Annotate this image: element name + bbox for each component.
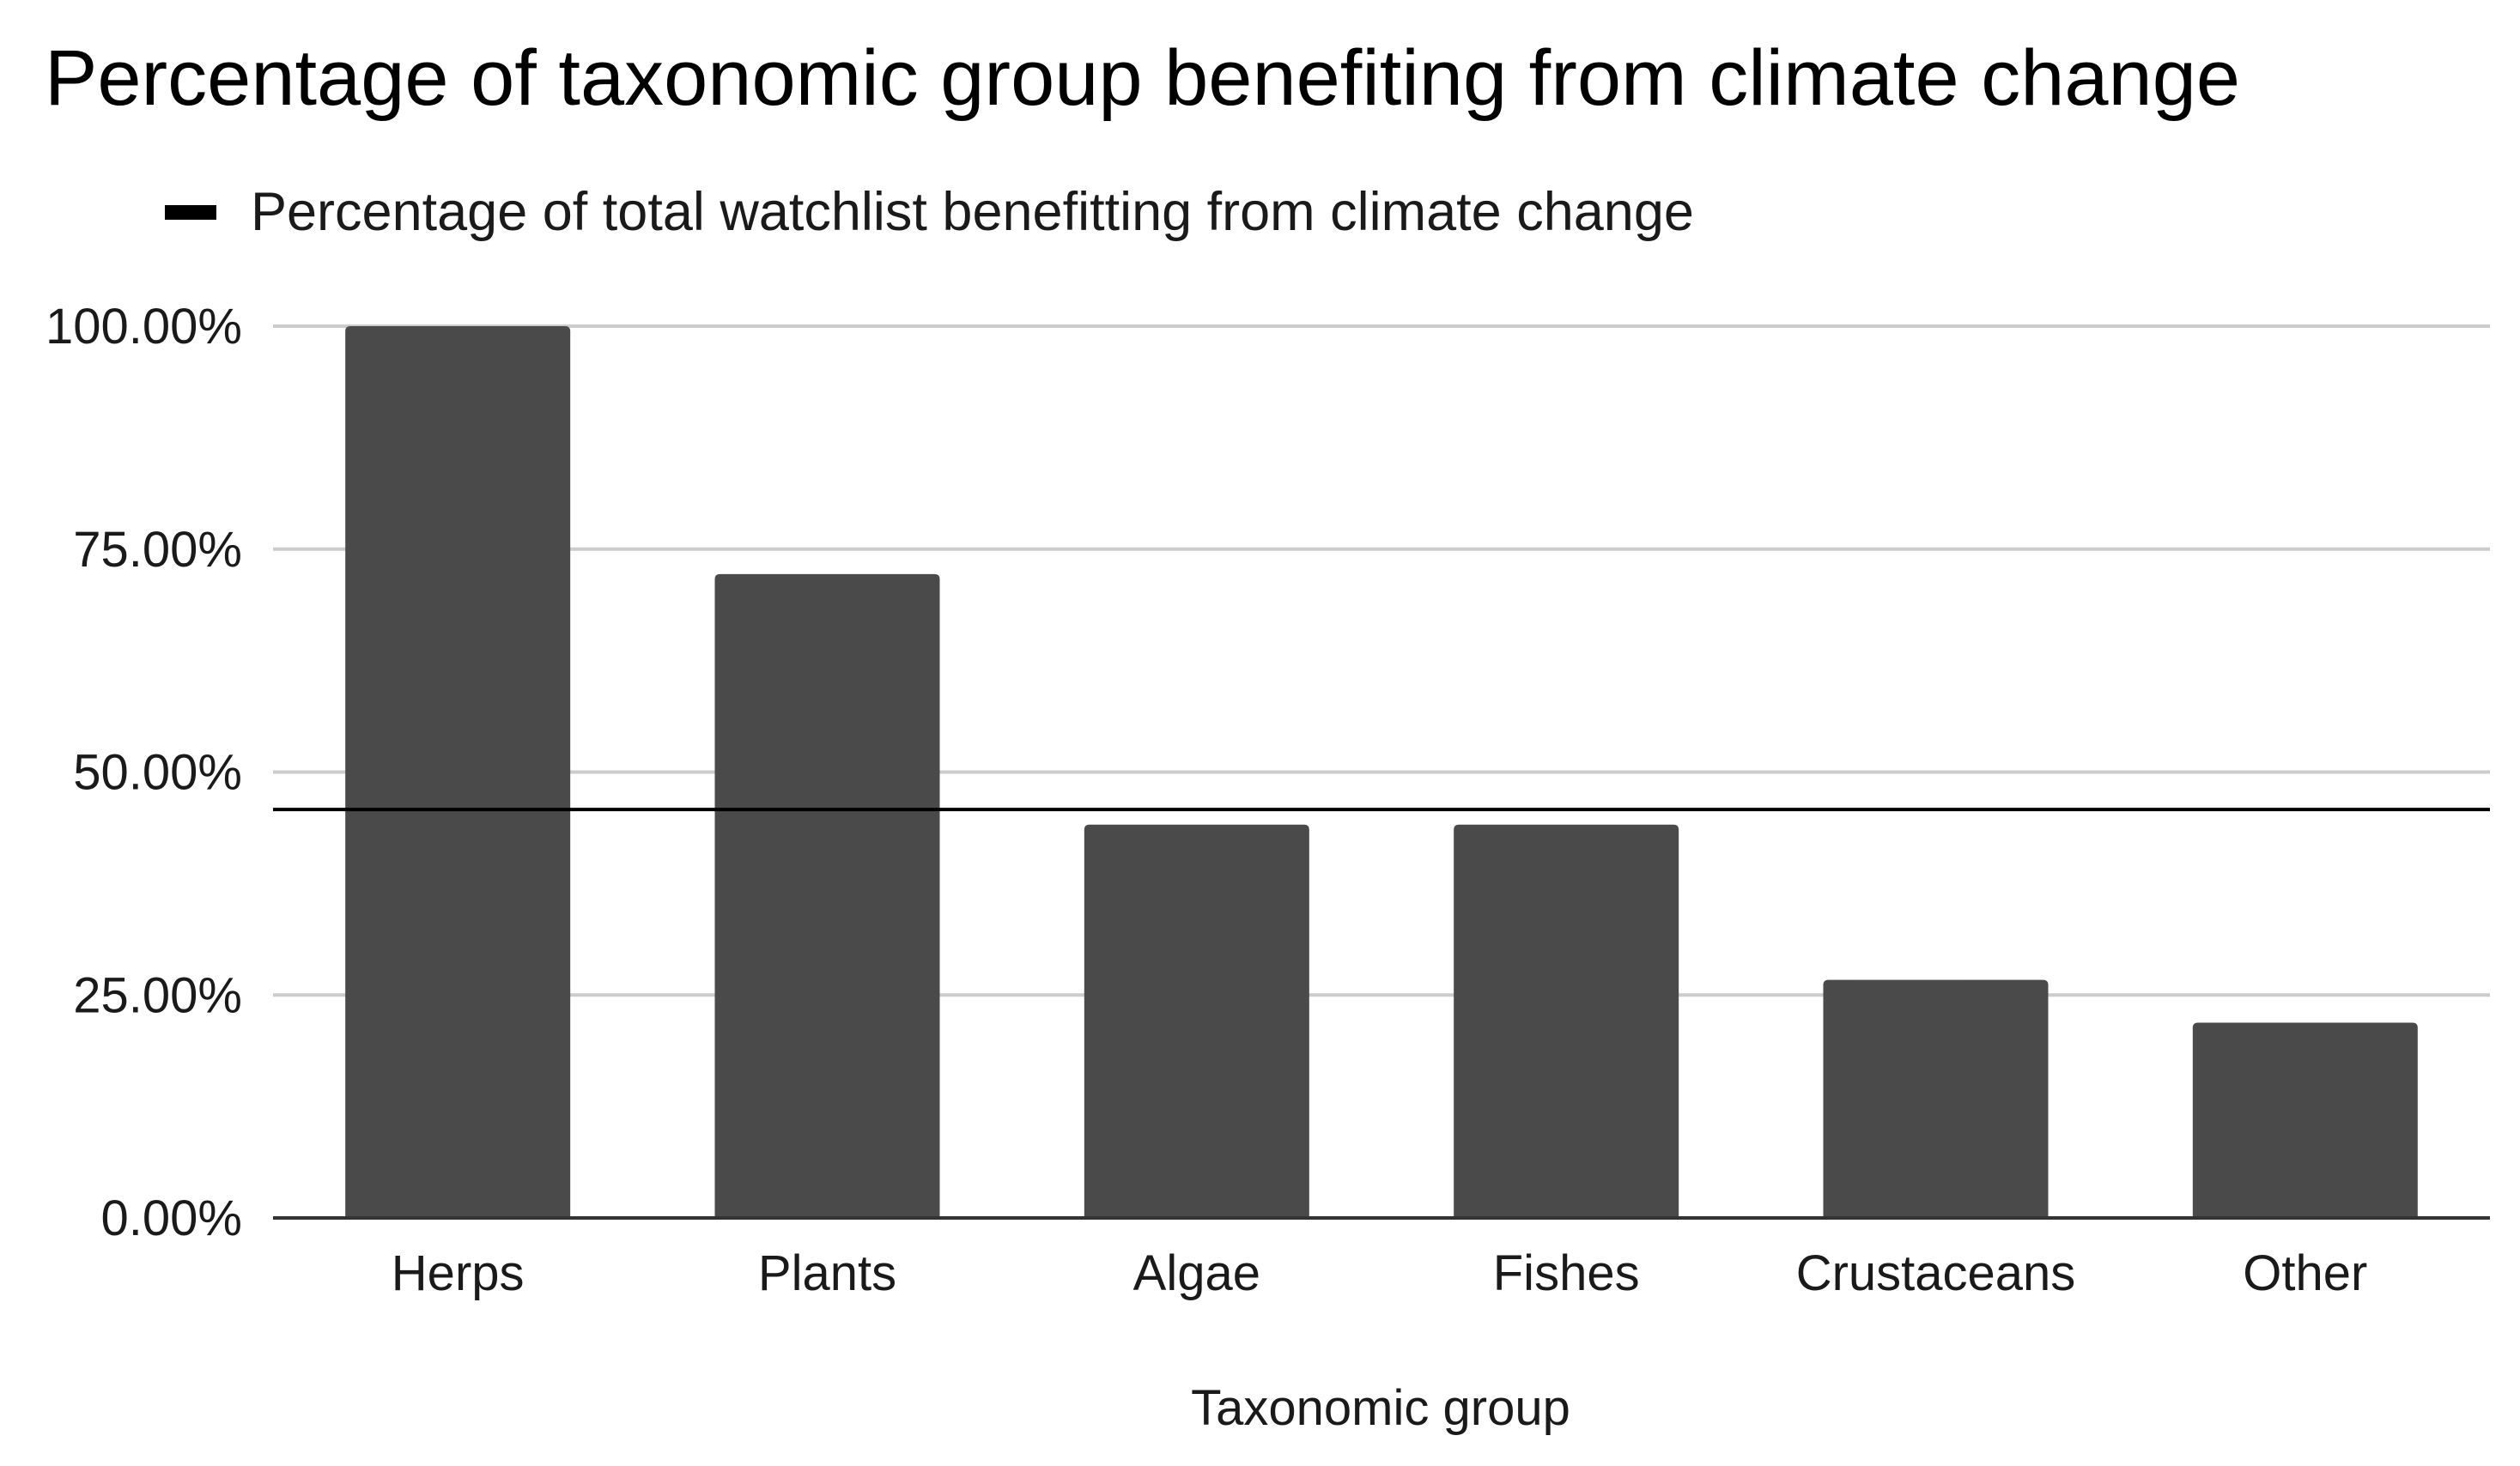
bar-crustaceans: [1823, 979, 2049, 1218]
y-axis-tick-labels: 0.00% 25.00% 50.00% 75.00% 100.00%: [46, 299, 242, 1246]
x-tick-label: Fishes: [1493, 1245, 1640, 1301]
x-tick-label: Plants: [758, 1245, 896, 1301]
bar-fishes: [1454, 824, 1679, 1218]
bar-other: [2192, 1022, 2418, 1218]
bar-plants: [714, 573, 940, 1218]
x-axis-title: Taxonomic group: [1191, 1380, 1570, 1436]
legend-swatch: [165, 205, 216, 220]
x-axis-tick-labels: Herps Plants Algae Fishes Crustaceans Other: [392, 1245, 2368, 1301]
gridlines: [273, 324, 2490, 997]
x-tick-label: Herps: [392, 1245, 525, 1301]
chart-title: Percentage of taxonomic group benefiting…: [45, 34, 2240, 122]
bars: [345, 326, 2418, 1218]
x-tick-label: Algae: [1133, 1245, 1260, 1301]
y-tick-label: 50.00%: [73, 745, 242, 801]
bar-herps: [345, 326, 571, 1218]
x-tick-label: Crustaceans: [1796, 1245, 2076, 1301]
y-tick-label: 75.00%: [73, 522, 242, 578]
bar-algae: [1084, 824, 1309, 1218]
legend-label: Percentage of total watchlist benefittin…: [251, 182, 1694, 242]
x-tick-label: Other: [2243, 1245, 2367, 1301]
y-tick-label: 0.00%: [101, 1190, 242, 1246]
y-tick-label: 25.00%: [73, 967, 242, 1023]
legend: Percentage of total watchlist benefittin…: [165, 182, 1694, 242]
y-tick-label: 100.00%: [46, 299, 242, 354]
